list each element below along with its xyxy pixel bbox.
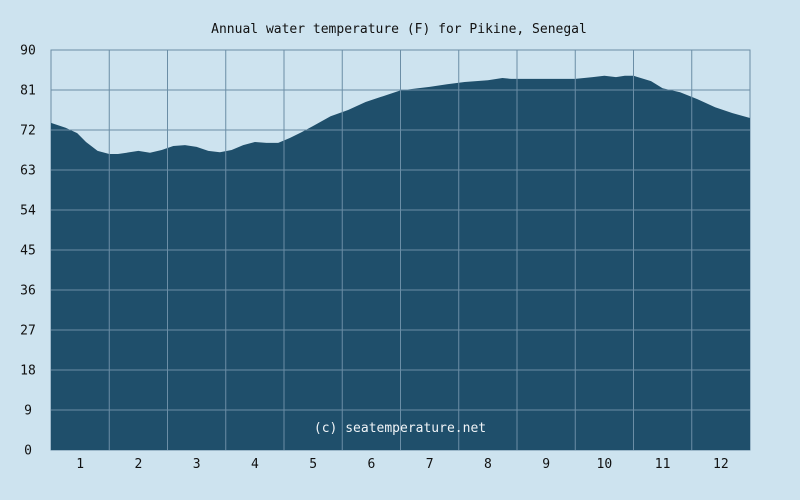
y-tick-label-0: 0 — [24, 444, 32, 459]
y-tick-label-81: 81 — [20, 84, 36, 99]
y-tick-label-63: 63 — [20, 164, 36, 179]
x-tick-label-5: 5 — [309, 457, 317, 472]
y-tick-label-90: 90 — [20, 44, 36, 59]
x-tick-label-2: 2 — [134, 457, 142, 472]
watermark-text: (c) seatemperature.net — [314, 421, 486, 436]
y-tick-label-27: 27 — [20, 324, 36, 339]
x-tick-label-3: 3 — [193, 457, 201, 472]
x-tick-label-4: 4 — [251, 457, 259, 472]
x-tick-label-7: 7 — [426, 457, 434, 472]
x-tick-label-1: 1 — [76, 457, 84, 472]
y-tick-label-54: 54 — [20, 204, 36, 219]
y-tick-label-9: 9 — [24, 404, 32, 419]
x-tick-label-9: 9 — [542, 457, 550, 472]
x-tick-label-11: 11 — [655, 457, 671, 472]
y-tick-label-45: 45 — [20, 244, 36, 259]
y-tick-label-36: 36 — [20, 284, 36, 299]
chart-title: Annual water temperature (F) for Pikine,… — [211, 22, 587, 37]
x-tick-label-8: 8 — [484, 457, 492, 472]
x-tick-label-6: 6 — [367, 457, 375, 472]
x-tick-label-12: 12 — [713, 457, 729, 472]
y-tick-label-72: 72 — [20, 124, 36, 139]
y-tick-label-18: 18 — [20, 364, 36, 379]
x-tick-label-10: 10 — [597, 457, 613, 472]
